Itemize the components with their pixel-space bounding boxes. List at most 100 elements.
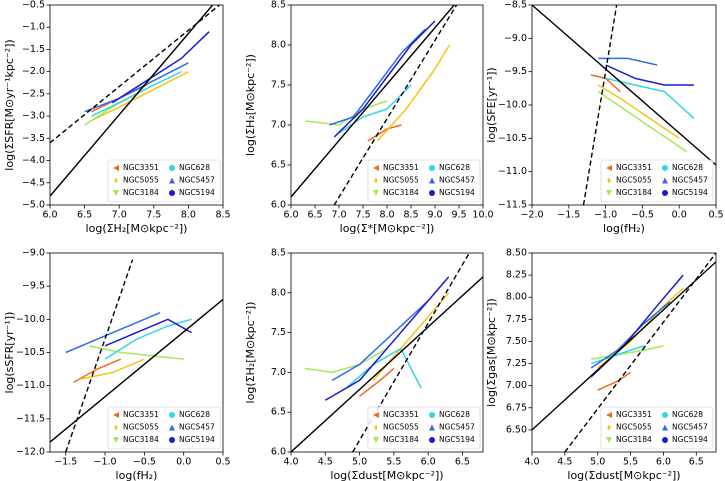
median-line [338,84,412,134]
legend-label: NGC5055 [383,176,419,185]
legend-label: NGC3351 [616,163,652,172]
y-tick-label: 7.0 [271,367,286,378]
y-tick-label: 7.50 [506,336,527,347]
median-line [590,301,671,369]
x-axis-label: log(fH₂) [603,222,645,235]
median-line [73,358,122,384]
legend-marker [606,190,612,196]
legend-label: NGC628 [439,410,470,419]
median-line [304,347,388,374]
x-tick-label: −1.0 [594,210,617,221]
median-line [91,70,189,122]
x-tick-label: −0.5 [133,457,156,468]
legend-label: NGC5194 [439,435,475,444]
legend-marker [429,165,435,171]
legend-label: NGC3184 [383,188,419,197]
legend-label: NGC3184 [383,435,419,444]
axes-frame [531,252,717,453]
x-tick-label: −1.5 [54,457,77,468]
x-tick-label: 5.0 [590,457,605,468]
y-tick-label: −3.5 [22,133,45,144]
legend-marker [113,190,119,196]
reference-line [582,5,618,205]
median-line [345,347,422,389]
reference-line [291,5,455,198]
legend-label: NGC3351 [616,410,652,419]
legend-marker [113,437,119,443]
panel: 6.0 6.5 7.0 7.5 8.0 8.5 −5.0 −4.5 −4.0 −3.5 −3.0 −2… [3,0,231,235]
legend-marker [606,412,612,418]
y-tick-label: −9.5 [504,66,527,77]
median-line [84,62,189,113]
x-tick-label: 6.5 [689,457,704,468]
y-tick-label: −10.5 [16,347,45,358]
legend-label: NGC5055 [616,176,652,185]
plot-area [291,253,483,452]
reference-line [352,253,470,452]
x-tick-label: 5.5 [623,457,638,468]
legend-box [107,159,221,203]
median-line [65,312,161,354]
legend-marker [429,412,435,418]
legend-marker [169,412,175,418]
x-tick-label: 7.5 [355,210,370,221]
legend: NGC3351 NGC5055 NGC3184 NGC628 NGC5457 NGC519… [107,406,221,450]
x-axis-label: log(Σdust[M⊙kpc⁻²]) [330,469,443,481]
x-tick-label: 6.5 [307,210,322,221]
y-tick-label: −12.0 [16,447,45,458]
y-tick-label: 8.5 [271,0,286,11]
legend: NGC3351 NGC5055 NGC3184 NGC628 NGC5457 NGC519… [367,159,481,203]
x-axis-label: log(ΣH₂[M⊙kpc⁻²]) [86,222,188,235]
x-tick-label: 4.0 [524,457,539,468]
legend-label: NGC628 [179,410,210,419]
legend-box [367,159,481,203]
median-line [89,345,184,360]
legend-marker [169,165,175,171]
median-line [104,318,192,347]
x-tick-label: 7.5 [146,210,161,221]
y-tick-label: −11.5 [498,200,527,211]
legend: NGC3351 NGC5055 NGC3184 NGC628 NGC5457 NGC519… [600,406,714,450]
x-tick-label: 8.0 [379,210,394,221]
y-tick-label: −3.0 [22,111,45,122]
y-tick-label: −11.5 [16,413,45,424]
x-axis-label: log(Σ*[M⊙kpc⁻²]) [340,222,435,235]
median-line [104,318,192,360]
x-tick-label: 6.0 [421,457,436,468]
legend-marker [113,165,119,171]
y-tick-label: 7.75 [506,314,527,325]
panel: −2.0 −1.5 −1.0 −0.5 0.0 0.5 −11.5 −11.0 −10.5 −10… [485,0,724,235]
y-tick-label: 6.50 [506,424,527,435]
legend-marker [114,177,118,184]
y-tick-label: 8.0 [271,287,286,298]
x-tick-label: 0.0 [672,210,687,221]
legend-marker [429,177,435,184]
x-tick-label: 0.5 [708,210,723,221]
y-tick-label: 7.25 [506,358,527,369]
legend-marker [662,412,668,418]
y-tick-label: −1.5 [22,44,45,55]
legend-label: NGC3184 [123,188,159,197]
y-tick-label: −10.0 [498,100,527,111]
legend-label: NGC3351 [383,163,419,172]
x-tick-label: 4.5 [318,457,333,468]
legend-label: NGC628 [439,163,470,172]
legend-label: NGC5457 [439,176,475,185]
y-tick-label: −8.5 [504,0,527,11]
panel: 4.0 4.5 5.0 5.5 6.0 6.5 6.0 6.5 7.0 7.5 8.0 8.5 log(… [244,248,484,481]
legend-marker [169,424,175,431]
y-tick-label: 7.0 [271,120,286,131]
reference-line [50,298,223,443]
legend-marker [429,424,435,431]
y-tick-label: −10.0 [16,314,45,325]
median-line [597,84,680,139]
median-line [81,358,145,380]
x-tick-label: 8.0 [181,210,196,221]
legend-marker [374,177,378,184]
y-tick-label: −10.5 [498,133,527,144]
legend-marker [607,424,611,431]
x-tick-label: 6.0 [283,210,298,221]
median-line [376,44,451,142]
y-tick-label: −4.5 [22,177,45,188]
